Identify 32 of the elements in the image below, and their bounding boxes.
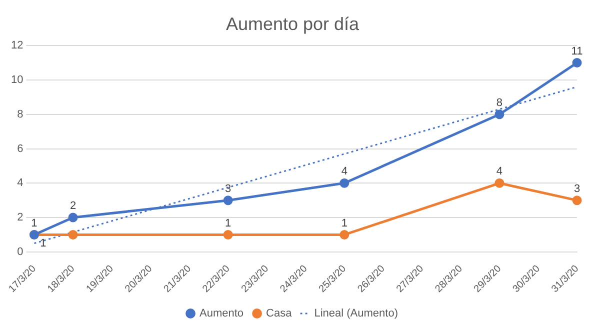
legend-label: Aumento xyxy=(200,308,244,320)
data-label: 1 xyxy=(341,217,348,230)
data-label: 2 xyxy=(70,200,76,212)
data-label: 3 xyxy=(225,182,232,195)
legend-label: Lineal (Aumento) xyxy=(314,308,398,320)
y-tick-label: 6 xyxy=(17,142,24,155)
point xyxy=(223,196,233,206)
point xyxy=(68,230,78,240)
point xyxy=(494,178,504,188)
data-label: 4 xyxy=(341,166,348,178)
legend-label: Casa xyxy=(266,308,293,320)
data-label: 3 xyxy=(574,182,580,195)
data-label: 8 xyxy=(496,96,503,109)
data-label: 4 xyxy=(496,166,503,178)
data-label: 11 xyxy=(571,45,583,58)
data-label: 1 xyxy=(225,217,232,230)
y-tick-label: 4 xyxy=(17,177,24,190)
data-label: 1 xyxy=(40,237,46,250)
point xyxy=(340,230,350,240)
y-tick-label: 8 xyxy=(17,108,24,120)
chart-title: Aumento por día xyxy=(226,14,360,34)
y-tick-label: 10 xyxy=(10,74,24,86)
point xyxy=(340,178,350,188)
point xyxy=(68,212,78,222)
point xyxy=(572,58,582,68)
point xyxy=(494,110,504,120)
y-tick-label: 12 xyxy=(10,40,24,52)
data-label: 1 xyxy=(31,217,38,230)
point xyxy=(223,230,233,240)
point xyxy=(572,196,582,206)
y-tick-label: 2 xyxy=(17,212,24,224)
y-tick-label: 0 xyxy=(17,246,24,258)
